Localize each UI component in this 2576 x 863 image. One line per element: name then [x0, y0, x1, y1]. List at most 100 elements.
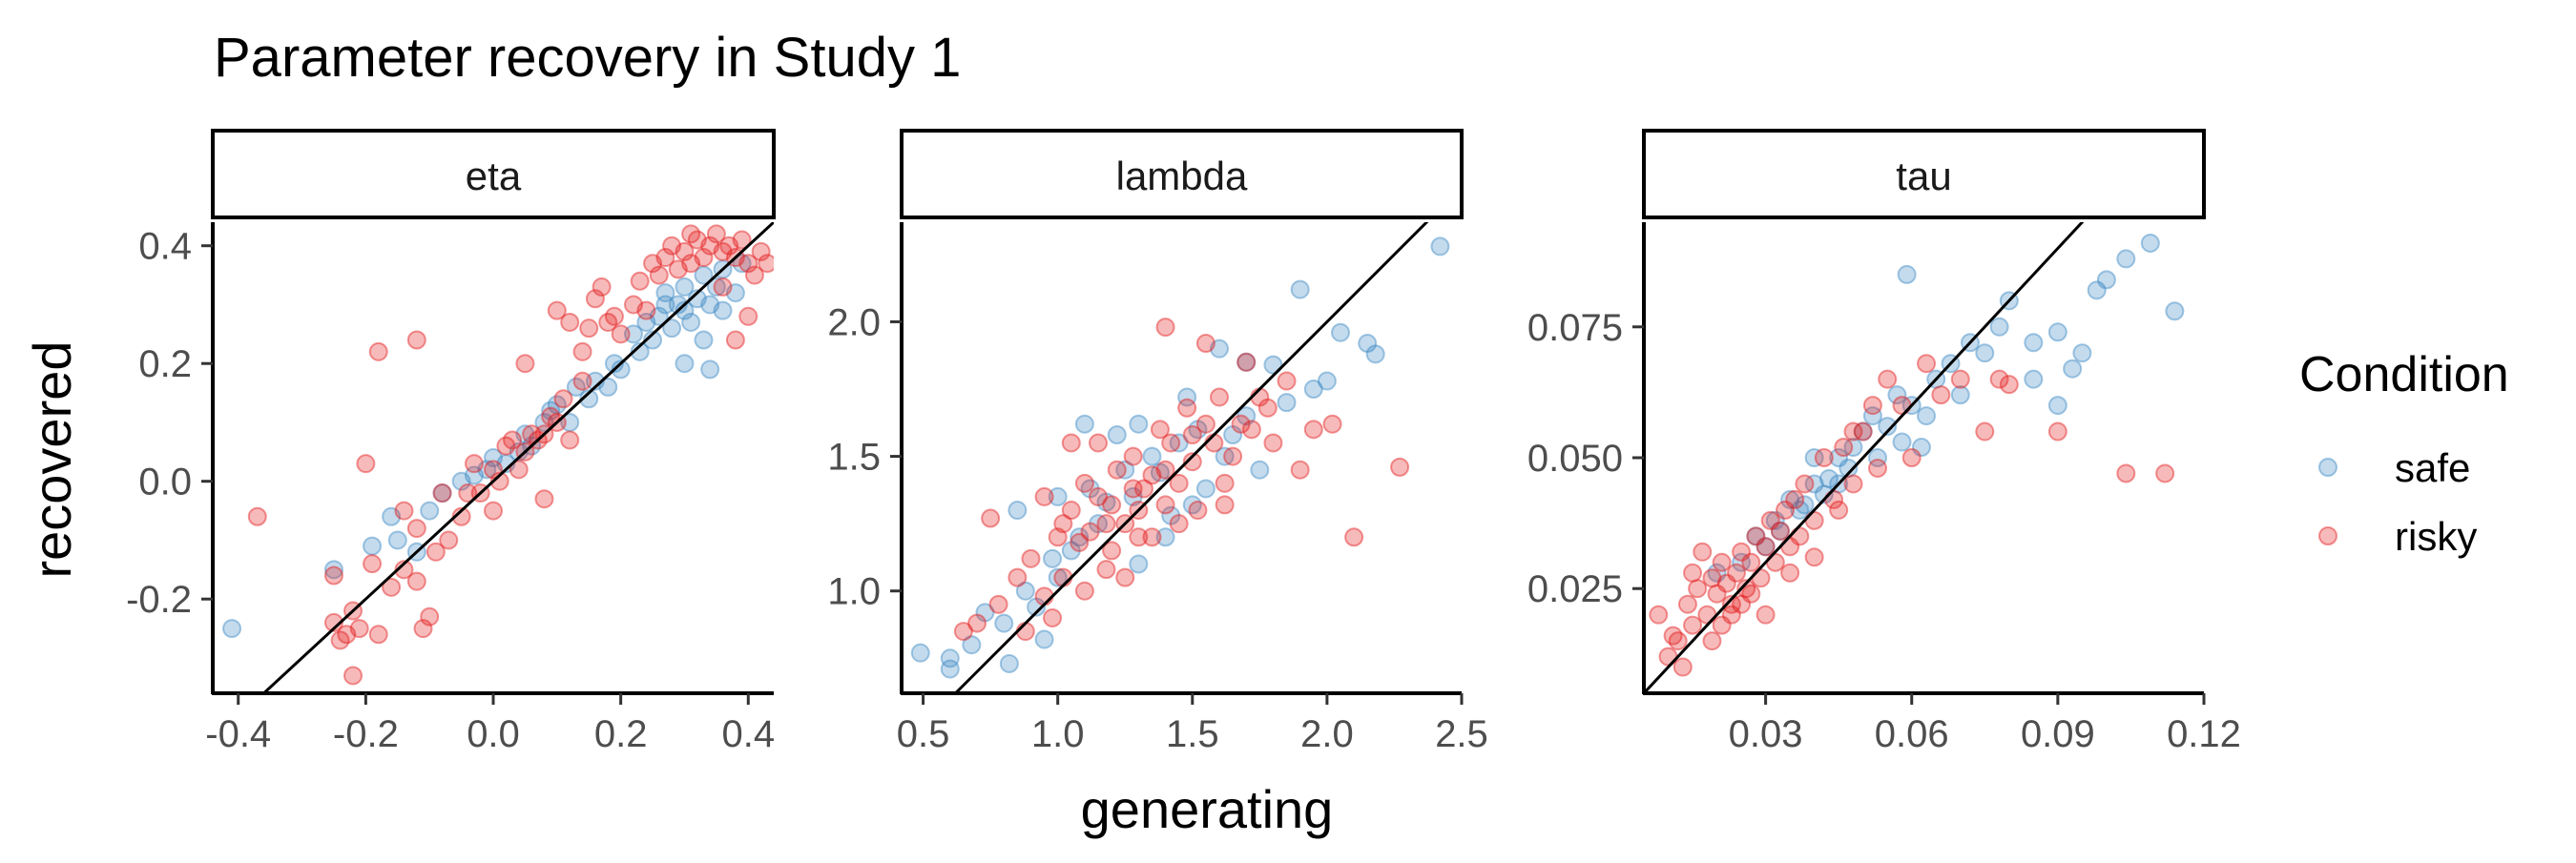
point-risky: [1223, 446, 1243, 466]
point-safe: [700, 360, 720, 380]
point-safe: [1215, 446, 1235, 466]
point-safe: [1331, 322, 1351, 342]
point-safe: [1070, 527, 1090, 547]
point-risky: [681, 254, 701, 274]
legend-label-risky: risky: [2395, 514, 2477, 559]
point-risky: [649, 265, 669, 285]
facet-panel-lambda: lambda 0.5 1.0 1.5 2.0 2.5 1.0 1.5 2.0: [827, 129, 1488, 755]
point-risky: [323, 612, 343, 632]
point-safe: [1975, 343, 1995, 363]
x-tick-label: 0.0: [467, 713, 520, 755]
point-risky: [1155, 495, 1175, 515]
point-risky: [1074, 473, 1094, 493]
point-risky: [368, 341, 388, 361]
point-risky: [1721, 594, 1741, 614]
point-safe: [2047, 322, 2067, 342]
point-risky: [1236, 352, 1257, 372]
point-safe: [940, 659, 960, 679]
point-risky: [1089, 433, 1109, 453]
point-safe: [1911, 438, 1931, 458]
point-risky: [719, 236, 739, 256]
point-risky: [1732, 542, 1752, 562]
point-risky: [1053, 514, 1073, 534]
point-risky: [1155, 460, 1175, 480]
y-axis-title: recovered: [22, 340, 82, 578]
point-risky: [1155, 318, 1175, 338]
point-safe: [1365, 344, 1385, 364]
point-risky: [1901, 448, 1922, 467]
point-risky: [1712, 615, 1732, 635]
point-risky: [1080, 522, 1100, 542]
point-risky: [643, 254, 663, 274]
point-risky: [522, 424, 542, 444]
point-risky: [1702, 568, 1722, 588]
point-safe: [222, 619, 242, 639]
point-safe: [2024, 333, 2044, 353]
point-safe: [1089, 514, 1109, 534]
point-safe: [706, 277, 726, 297]
point-risky: [1804, 547, 1824, 567]
identity-line: [261, 222, 774, 693]
strip-label-tau: tau: [1896, 154, 1951, 198]
point-risky: [394, 501, 414, 521]
point-risky: [1712, 552, 1732, 572]
point-safe: [2087, 280, 2107, 300]
y-tick-label: -0.2: [126, 579, 192, 621]
point-risky: [988, 594, 1008, 614]
point-risky: [1741, 552, 1761, 572]
point-safe: [1755, 537, 1776, 557]
point-safe: [643, 330, 663, 350]
point-risky: [1177, 398, 1197, 418]
point-safe: [1887, 385, 1907, 405]
point-safe: [1115, 460, 1135, 480]
point-risky: [560, 430, 580, 450]
chart-title: Parameter recovery in Study 1: [214, 27, 961, 89]
point-safe: [675, 354, 695, 374]
point-risky: [1672, 657, 1693, 677]
x-tick-label: 0.4: [721, 713, 775, 755]
x-tick-label: -0.2: [333, 713, 399, 755]
point-safe: [2063, 359, 2083, 379]
point-risky: [1102, 495, 1122, 515]
point-safe: [1015, 581, 1035, 601]
point-safe: [2096, 270, 2116, 290]
point-risky: [1142, 527, 1162, 547]
x-tick-label: 1.0: [1031, 713, 1085, 755]
point-risky: [1322, 414, 1342, 434]
point-risky: [1785, 489, 1805, 509]
legend-key-risky: [2318, 526, 2337, 545]
point-safe: [1061, 541, 1081, 561]
point-safe: [1169, 433, 1189, 453]
strip-box-eta: [211, 129, 776, 219]
point-safe: [1188, 420, 1208, 440]
point-safe: [382, 506, 402, 526]
point-risky: [1188, 501, 1208, 521]
point-risky: [432, 483, 452, 503]
point-risky: [1231, 414, 1251, 434]
point-risky: [439, 530, 459, 550]
point-safe: [1129, 554, 1149, 574]
point-risky: [484, 460, 503, 480]
point-risky: [1917, 354, 1937, 374]
point-risky: [592, 277, 612, 297]
point-safe: [662, 318, 682, 339]
point-risky: [1195, 334, 1215, 354]
point-safe: [2165, 301, 2185, 321]
point-risky: [1070, 532, 1090, 552]
point-risky: [725, 330, 745, 350]
point-safe: [1989, 317, 2009, 337]
point-risky: [1975, 421, 1995, 442]
point-risky: [2047, 421, 2067, 442]
point-safe: [1263, 355, 1283, 375]
point-safe: [1123, 486, 1143, 506]
point-safe: [585, 371, 605, 391]
point-risky: [1089, 486, 1109, 506]
point-safe: [1707, 563, 1727, 583]
point-risky: [1182, 425, 1202, 445]
point-risky: [1215, 473, 1235, 493]
point-safe: [1814, 484, 1834, 504]
